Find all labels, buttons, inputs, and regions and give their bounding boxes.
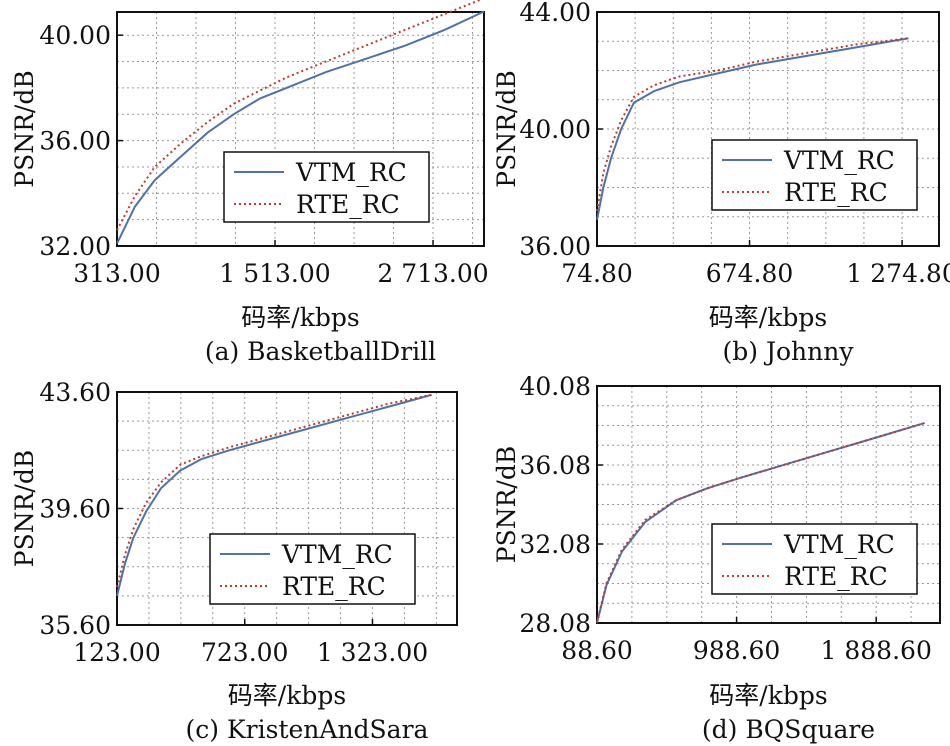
legend-label: RTE_RC	[282, 572, 386, 601]
x-tick-label: 1 323.00	[317, 638, 428, 667]
y-tick-label: 36.00	[39, 127, 111, 156]
legend-label: RTE_RC	[784, 562, 888, 591]
legend: VTM_RC RTE_RC	[223, 151, 430, 223]
chart-panel-2: 74.80 674.80 1 274.80 36.00 40.00 44.00 VTM_RC…	[492, 0, 950, 366]
legend: VTM_RC RTE_RC	[711, 139, 918, 211]
panel-caption: (c) KristenAndSara	[186, 715, 429, 744]
x-axis-label: 码率/kbps	[709, 681, 827, 710]
x-axis-label: 码率/kbps	[709, 303, 827, 332]
series-line-VTM_RC	[116, 10, 485, 244]
series-line-RTE_RC	[116, 0, 483, 231]
y-axis-label: PSNR/dB	[10, 70, 39, 187]
x-axis-label: 码率/kbps	[241, 303, 359, 332]
panel-caption: (d) BQSquare	[702, 715, 875, 744]
legend-label: RTE_RC	[296, 190, 400, 219]
y-tick-label: 44.00	[519, 0, 591, 27]
y-tick-label: 32.08	[519, 530, 591, 559]
plot-frame	[596, 385, 941, 624]
panel-caption: (b) Johnny	[723, 337, 855, 366]
y-tick-label: 40.00	[39, 21, 111, 50]
x-tick-label: 1 513.00	[219, 259, 330, 288]
series-line-RTE_RC	[596, 422, 925, 623]
legend: VTM_RC RTE_RC	[711, 523, 918, 595]
x-tick-label: 674.80	[706, 259, 793, 288]
y-axis-label: PSNR/dB	[10, 450, 39, 567]
legend-label: VTM_RC	[783, 530, 895, 559]
legend-box	[711, 139, 918, 211]
legend-label: VTM_RC	[281, 540, 393, 569]
y-tick-label: 36.00	[519, 232, 591, 261]
y-tick-label: 35.60	[39, 611, 111, 640]
legend-label: VTM_RC	[783, 146, 895, 175]
x-tick-label: 1 888.60	[821, 636, 932, 665]
x-tick-label: 74.80	[561, 259, 633, 288]
chart-panel-1: 313.00 1 513.00 2 713.00 32.00 36.00 40.00 VTM…	[10, 0, 489, 366]
y-tick-label: 28.08	[519, 609, 591, 638]
x-tick-label: 313.00	[73, 259, 160, 288]
x-tick-label: 123.00	[73, 638, 160, 667]
legend-label: RTE_RC	[784, 178, 888, 207]
legend-box	[711, 523, 918, 595]
panel-caption: (a) BasketballDrill	[205, 337, 436, 366]
legend-box	[223, 151, 430, 223]
series-line-RTE_RC	[596, 37, 909, 212]
chart-panel-3: 123.00 723.00 1 323.00 35.60 39.60 43.60 VTM_R…	[10, 378, 458, 744]
y-axis-label: PSNR/dB	[492, 70, 521, 187]
y-tick-label: 36.08	[519, 451, 591, 480]
x-tick-label: 1 274.80	[846, 259, 950, 288]
y-tick-label: 40.08	[519, 372, 591, 401]
x-tick-label: 723.00	[201, 638, 288, 667]
y-tick-label: 40.00	[519, 115, 591, 144]
series-line-RTE_RC	[116, 393, 432, 588]
y-tick-label: 43.60	[39, 378, 111, 407]
series-line-VTM_RC	[596, 37, 909, 220]
x-tick-label: 2 713.00	[377, 259, 488, 288]
legend: VTM_RC RTE_RC	[209, 533, 416, 605]
x-tick-label: 988.60	[693, 636, 780, 665]
legend-label: VTM_RC	[295, 158, 407, 187]
x-axis-label: 码率/kbps	[228, 681, 346, 710]
y-tick-label: 39.60	[39, 495, 111, 524]
chart-panel-4: 88.60 988.60 1 888.60 28.08 32.08 36.08 40.08 V…	[492, 372, 941, 744]
y-tick-label: 32.00	[39, 232, 111, 261]
y-axis-label: PSNR/dB	[492, 446, 521, 563]
legend-box	[209, 533, 416, 605]
plot-frame	[116, 11, 485, 247]
series-line-VTM_RC	[116, 393, 432, 597]
grid	[597, 12, 939, 246]
x-tick-label: 88.60	[561, 636, 633, 665]
